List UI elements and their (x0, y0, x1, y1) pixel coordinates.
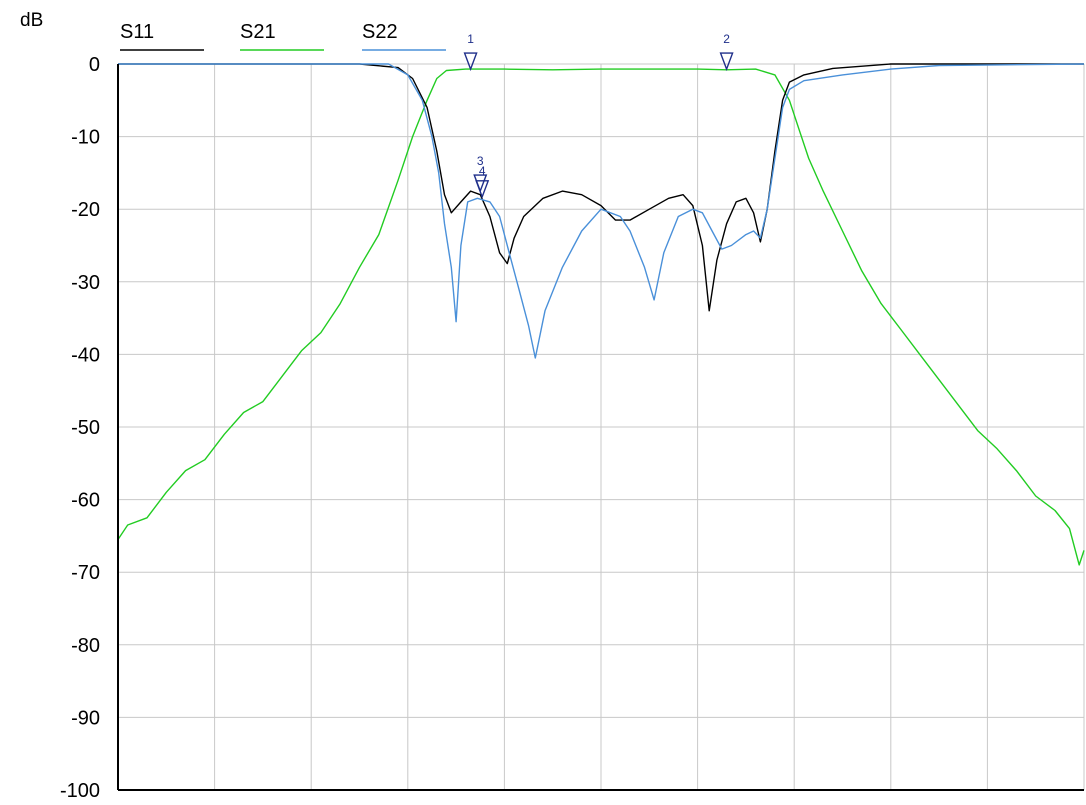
y-tick-label: -20 (71, 199, 100, 221)
legend-label: S22 (362, 21, 398, 43)
y-tick-label: -90 (71, 707, 100, 729)
y-axis-unit-label: dB (20, 10, 43, 31)
series-group (117, 63, 1085, 566)
series-line-s21 (117, 68, 1085, 566)
marker-triangle-icon (463, 52, 478, 72)
marker-1: 1 (463, 32, 478, 72)
y-tick-label: -50 (71, 417, 100, 439)
marker-label: 3 (477, 154, 484, 168)
y-tick-label: -70 (71, 562, 100, 584)
y-tick-label: -60 (71, 490, 100, 512)
axes-group (117, 64, 1084, 791)
y-tick-label: -80 (71, 635, 100, 657)
y-tick-label: -40 (71, 344, 100, 366)
y-tick-label: 0 (89, 54, 100, 76)
marker-label: 2 (723, 32, 730, 46)
marker-4: 4 (475, 164, 490, 199)
legend-item-s11: S11 (120, 21, 204, 51)
y-tick-label: -30 (71, 272, 100, 294)
y-tick-label: -10 (71, 127, 100, 149)
marker-triangle-icon (475, 180, 490, 199)
marker-label: 4 (479, 164, 486, 178)
markers-group: 1 2 34 (463, 32, 734, 199)
y-tick-labels: 0 -10 -20 -30 -40 -50 -60 -70 -80 -90 -100 (60, 54, 100, 802)
y-tick-label: -100 (60, 780, 100, 802)
marker-label: 1 (467, 32, 474, 46)
legend: S11 S21 S22 (120, 21, 446, 51)
series-line-s22 (118, 63, 1085, 359)
marker-2: 2 (719, 32, 734, 72)
legend-label: S21 (240, 21, 276, 43)
legend-item-s22: S22 (362, 21, 446, 51)
marker-triangle-icon (719, 52, 734, 72)
legend-item-s21: S21 (240, 21, 324, 51)
legend-label: S11 (120, 21, 154, 43)
